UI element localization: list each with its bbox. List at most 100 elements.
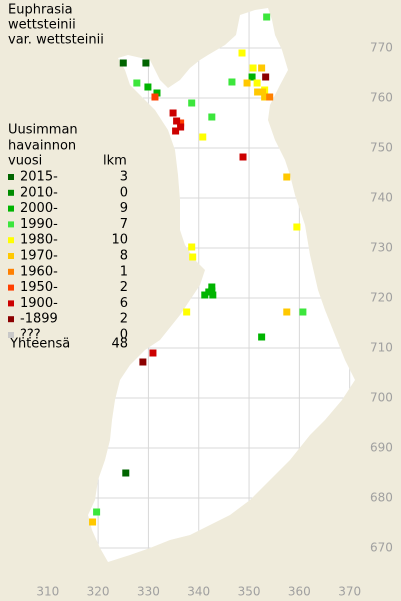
total-label: Yhteensä: [9, 337, 70, 352]
legend-label: 2010-: [20, 185, 58, 200]
x-tick-label: 370: [338, 585, 361, 599]
observation: [172, 127, 180, 135]
legend-label: 1970-: [20, 249, 58, 264]
observation: [262, 73, 270, 81]
observation: [189, 253, 197, 261]
observation: [173, 117, 181, 125]
observation: [153, 89, 161, 97]
observation: [254, 88, 262, 96]
y-tick-label: 750: [370, 141, 393, 155]
observation: [201, 291, 209, 299]
legend-label: ???: [20, 328, 41, 343]
observation: [149, 349, 157, 357]
title: Euphrasia: [8, 3, 73, 18]
legend-swatch: [8, 174, 14, 180]
observation: [283, 173, 291, 181]
observation: [228, 78, 236, 86]
observation: [151, 93, 159, 101]
legend-label: 1900-: [20, 296, 58, 311]
legend-heading: Uusimman: [8, 123, 78, 138]
y-tick-label: 710: [370, 341, 393, 355]
legend-count: 2: [120, 280, 128, 295]
legend-label: 1980-: [20, 233, 58, 248]
legend-count: 3: [120, 170, 128, 185]
observation: [243, 79, 251, 87]
legend-count: 2: [120, 312, 128, 327]
observation: [183, 308, 191, 316]
legend-heading: havainnon: [8, 139, 76, 154]
observation: [248, 73, 256, 81]
legend-count: 9: [120, 201, 128, 216]
legend-swatch: [8, 205, 14, 212]
observation: [299, 308, 307, 316]
total: 48: [111, 337, 128, 352]
y-tick-label: 720: [370, 291, 393, 305]
y-tick-label: 770: [370, 41, 393, 55]
observation: [258, 64, 266, 72]
legend-swatch: [8, 332, 14, 338]
x-tick-label: 350: [238, 585, 261, 599]
observation: [263, 13, 271, 21]
observations: [89, 13, 307, 526]
observation: [177, 119, 185, 127]
country-shape: [88, 8, 355, 562]
x-tick-label: 310: [36, 585, 59, 599]
observation: [119, 59, 127, 67]
y-tick-label: 700: [370, 391, 393, 405]
observation: [142, 59, 150, 67]
legend-count: 6: [120, 296, 128, 311]
legend-swatch: [8, 284, 14, 291]
observation: [122, 469, 130, 477]
observation: [293, 223, 301, 231]
legend-count: 0: [120, 185, 128, 200]
observation: [249, 64, 257, 72]
observation: [144, 83, 152, 91]
legend-swatch: [8, 237, 14, 244]
observation: [188, 99, 196, 107]
legend-label: 2015-: [20, 170, 58, 185]
y-tick-label: 740: [370, 191, 393, 205]
y-tick-label: 670: [370, 541, 393, 555]
title: wettsteinii: [8, 18, 76, 33]
legend-label: 2000-: [20, 201, 58, 216]
observation: [259, 88, 267, 96]
x-tick-label: 360: [288, 585, 311, 599]
observation: [177, 123, 185, 131]
observation: [239, 153, 247, 161]
observation: [89, 518, 97, 526]
legend-label: 1990-: [20, 217, 58, 232]
legend-count: 7: [120, 217, 128, 232]
legend-count: 0: [120, 328, 128, 343]
legend-swatch: [8, 300, 14, 307]
title: var. wettsteinii: [8, 33, 104, 48]
observation: [133, 79, 141, 87]
observation: [199, 133, 207, 141]
observation: [139, 358, 147, 366]
x-tick-label: 330: [137, 585, 160, 599]
legend-swatch: [8, 316, 14, 323]
observation: [188, 243, 196, 251]
observation: [258, 333, 266, 341]
legend-swatch: [8, 221, 14, 228]
legend-swatch: [8, 253, 14, 259]
labels: Euphrasia wettsteinii var. wettsteinii U…: [8, 3, 393, 599]
legend-swatch: [8, 268, 14, 275]
observation: [93, 508, 101, 516]
observation: [208, 283, 216, 291]
legend-count: 8: [120, 249, 128, 264]
observation: [261, 93, 269, 101]
x-tick-label: 340: [187, 585, 210, 599]
x-tick-label: 320: [87, 585, 110, 599]
legend-count-heading: lkm: [103, 154, 127, 169]
y-tick-label: 760: [370, 91, 393, 105]
observation: [283, 308, 291, 316]
legend-count: 1: [120, 264, 128, 279]
observation: [238, 49, 246, 57]
legend-label: 1960-: [20, 264, 58, 279]
legend-heading: vuosi: [8, 154, 42, 169]
legend-swatch: [8, 189, 14, 196]
observation: [208, 113, 216, 121]
y-tick-label: 730: [370, 241, 393, 255]
observation: [253, 79, 261, 87]
